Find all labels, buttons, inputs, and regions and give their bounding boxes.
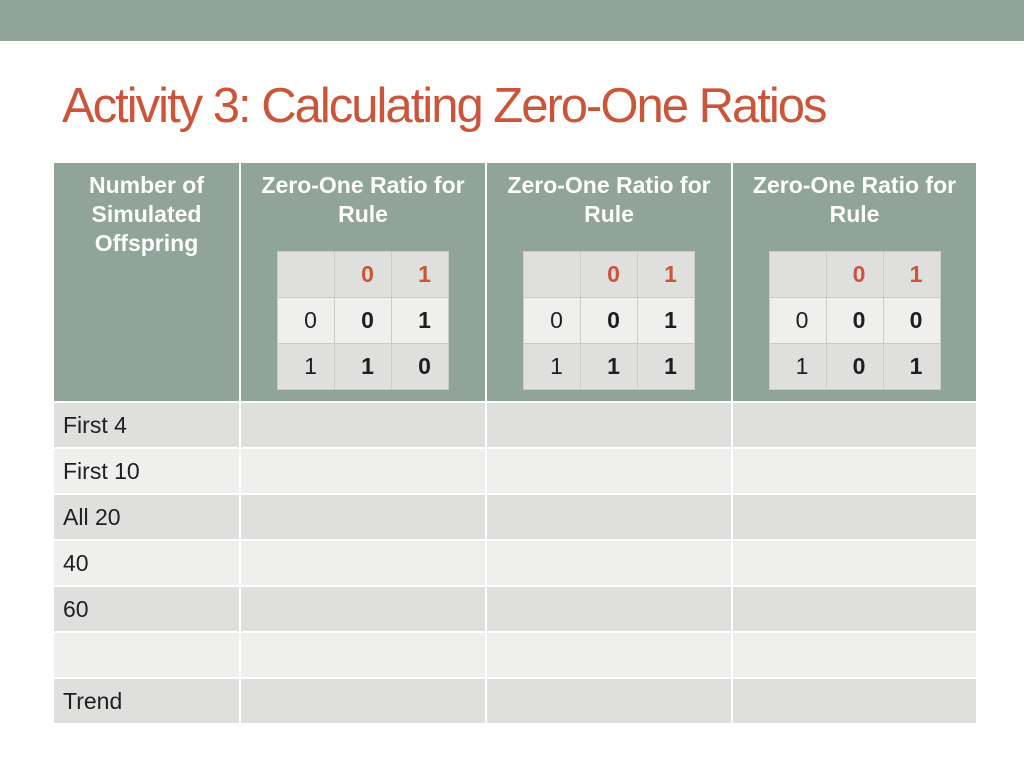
answer-cell bbox=[239, 447, 487, 495]
answer-cell bbox=[239, 585, 487, 633]
rule-3-header-row: 0 1 bbox=[768, 251, 941, 298]
header-row: Number of Simulated Offspring Zero-One R… bbox=[52, 161, 978, 403]
answer-cell bbox=[485, 677, 733, 725]
answer-cell bbox=[485, 401, 733, 449]
rule-1-row-label: 0 bbox=[277, 297, 335, 344]
rule-3-corner-cell bbox=[768, 251, 827, 298]
row-label: First 4 bbox=[52, 401, 241, 449]
table-row: Trend bbox=[52, 677, 978, 725]
row-label: 60 bbox=[52, 585, 241, 633]
header-rule-1-label: Zero-One Ratio for Rule bbox=[261, 172, 465, 227]
rule-1-row: 0 0 1 bbox=[277, 297, 449, 344]
rule-1-col-label: 0 bbox=[334, 251, 392, 298]
rule-2-corner-cell bbox=[523, 251, 581, 298]
rule-3-cell: 1 bbox=[882, 343, 941, 390]
slide-title: Activity 3: Calculating Zero-One Ratios bbox=[62, 79, 827, 133]
header-rule-3: Zero-One Ratio for Rule 0 1 0 0 0 1 0 bbox=[731, 161, 978, 403]
header-simulated-offspring-label: Number of Simulated Offspring bbox=[89, 172, 204, 256]
answer-cell bbox=[731, 631, 978, 679]
answer-cell bbox=[485, 493, 733, 541]
table-row: First 10 bbox=[52, 447, 978, 495]
zero-one-ratio-table: Number of Simulated Offspring Zero-One R… bbox=[52, 161, 978, 725]
answer-cell bbox=[731, 401, 978, 449]
answer-cell bbox=[485, 447, 733, 495]
answer-cell bbox=[731, 585, 978, 633]
rule-3-row: 0 0 0 bbox=[768, 297, 941, 344]
rule-3-cell: 0 bbox=[882, 297, 941, 344]
rule-2-header-row: 0 1 bbox=[523, 251, 695, 298]
rule-1-col-label: 1 bbox=[391, 251, 449, 298]
rule-1-cell: 1 bbox=[334, 343, 392, 390]
header-rule-3-label: Zero-One Ratio for Rule bbox=[752, 172, 957, 227]
rule-1-header-row: 0 1 bbox=[277, 251, 449, 298]
answer-cell bbox=[731, 677, 978, 725]
answer-cell bbox=[485, 631, 733, 679]
rule-2-cell: 1 bbox=[637, 343, 695, 390]
row-label: First 10 bbox=[52, 447, 241, 495]
rule-2-cell: 0 bbox=[580, 297, 638, 344]
rule-1-corner-cell bbox=[277, 251, 335, 298]
rule-2-table: 0 1 0 0 1 1 1 1 bbox=[523, 251, 695, 390]
top-accent-band bbox=[0, 0, 1024, 41]
rule-1-cell: 1 bbox=[391, 297, 449, 344]
rule-1-table: 0 1 0 0 1 1 1 0 bbox=[277, 251, 449, 390]
rule-3-col-label: 1 bbox=[882, 251, 941, 298]
rule-2-row: 0 0 1 bbox=[523, 297, 695, 344]
rule-2-col-label: 0 bbox=[580, 251, 638, 298]
answer-cell bbox=[731, 447, 978, 495]
rule-2-cell: 1 bbox=[637, 297, 695, 344]
answer-cell bbox=[239, 401, 487, 449]
answer-cell bbox=[731, 493, 978, 541]
row-label: All 20 bbox=[52, 493, 241, 541]
rule-1-cell: 0 bbox=[334, 297, 392, 344]
rule-1-cell: 0 bbox=[391, 343, 449, 390]
header-rule-2: Zero-One Ratio for Rule 0 1 0 0 1 1 1 bbox=[485, 161, 733, 403]
rule-2-row-label: 1 bbox=[523, 343, 581, 390]
table-row: All 20 bbox=[52, 493, 978, 541]
rule-2-cell: 1 bbox=[580, 343, 638, 390]
header-rule-2-label: Zero-One Ratio for Rule bbox=[507, 172, 711, 227]
rule-1-row: 1 1 0 bbox=[277, 343, 449, 390]
table-row: 60 bbox=[52, 585, 978, 633]
rule-2-col-label: 1 bbox=[637, 251, 695, 298]
rule-2-row-label: 0 bbox=[523, 297, 581, 344]
rule-1-row-label: 1 bbox=[277, 343, 335, 390]
header-rule-1: Zero-One Ratio for Rule 0 1 0 0 1 1 1 bbox=[239, 161, 487, 403]
answer-cell bbox=[485, 539, 733, 587]
rule-2-row: 1 1 1 bbox=[523, 343, 695, 390]
rule-3-row: 1 0 1 bbox=[768, 343, 941, 390]
rule-3-cell: 0 bbox=[825, 297, 884, 344]
row-label bbox=[52, 631, 241, 679]
rule-3-col-label: 0 bbox=[825, 251, 884, 298]
table-row bbox=[52, 631, 978, 679]
table-row: First 4 bbox=[52, 401, 978, 449]
rule-3-cell: 0 bbox=[825, 343, 884, 390]
answer-cell bbox=[731, 539, 978, 587]
rule-3-row-label: 1 bbox=[768, 343, 827, 390]
answer-cell bbox=[239, 539, 487, 587]
row-label: 40 bbox=[52, 539, 241, 587]
answer-cell bbox=[239, 493, 487, 541]
header-simulated-offspring: Number of Simulated Offspring bbox=[52, 161, 241, 403]
table-row: 40 bbox=[52, 539, 978, 587]
rule-3-row-label: 0 bbox=[768, 297, 827, 344]
answer-cell bbox=[239, 677, 487, 725]
row-label: Trend bbox=[52, 677, 241, 725]
answer-cell bbox=[485, 585, 733, 633]
rule-3-table: 0 1 0 0 0 1 0 1 bbox=[768, 251, 941, 390]
answer-cell bbox=[239, 631, 487, 679]
